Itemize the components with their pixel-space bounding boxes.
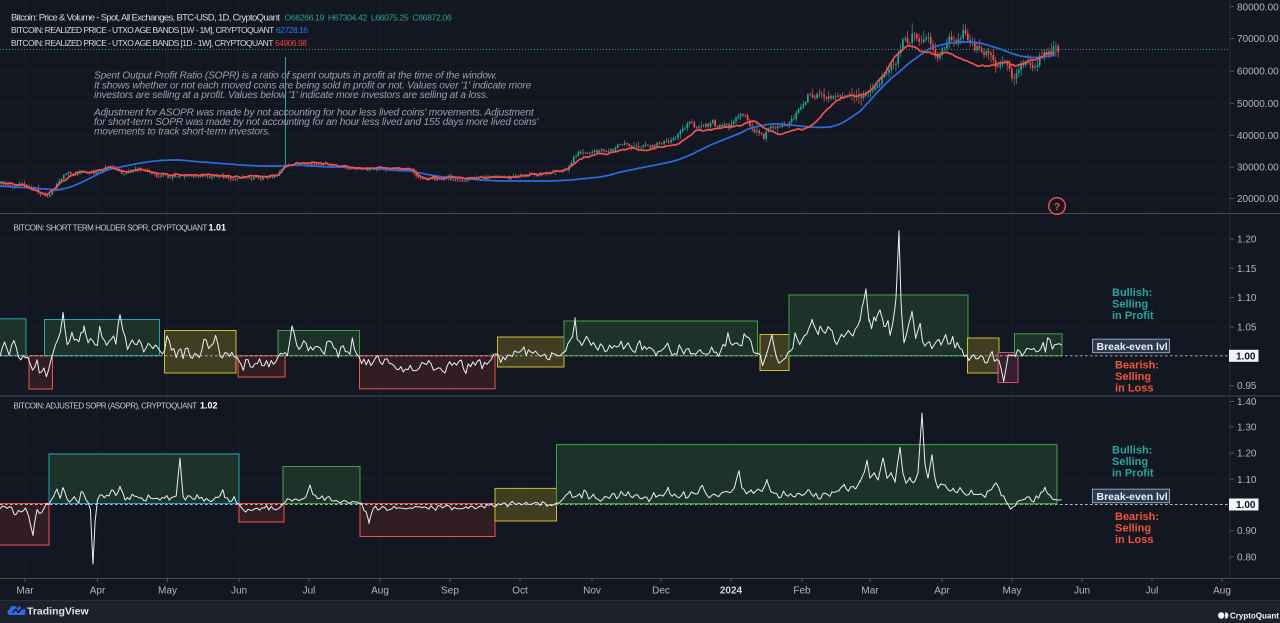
svg-text:Sep: Sep xyxy=(441,586,459,597)
svg-text:30000.00: 30000.00 xyxy=(1237,163,1279,174)
svg-text:in Profit: in Profit xyxy=(1112,468,1154,480)
svg-text:70000.00: 70000.00 xyxy=(1237,34,1279,45)
svg-text:Spent Output Profit Ratio (SOP: Spent Output Profit Ratio (SOPR) is a ra… xyxy=(94,71,497,82)
svg-text:1.20: 1.20 xyxy=(1237,235,1257,246)
svg-text:movements to track short-term: movements to track short-term investors. xyxy=(94,127,271,138)
svg-text:in Loss: in Loss xyxy=(1115,534,1154,546)
svg-text:1.10: 1.10 xyxy=(1237,293,1257,304)
svg-text:1.10: 1.10 xyxy=(1237,475,1257,486)
svg-text:1.15: 1.15 xyxy=(1237,264,1257,275)
svg-text:Jun: Jun xyxy=(1074,586,1090,597)
svg-text:1.30: 1.30 xyxy=(1237,422,1257,433)
svg-text:1.40: 1.40 xyxy=(1237,397,1257,408)
svg-text:Jun: Jun xyxy=(231,586,247,597)
svg-text:0.95: 0.95 xyxy=(1237,381,1257,392)
svg-text:Feb: Feb xyxy=(793,586,811,597)
svg-text:May: May xyxy=(1003,586,1022,597)
svg-text:Nov: Nov xyxy=(583,586,601,597)
svg-text:Adjustment for ASOPR was made: Adjustment for ASOPR was made by not acc… xyxy=(93,107,535,118)
svg-text:0.90: 0.90 xyxy=(1237,526,1257,537)
svg-text:Bitcoin: Price & Volume - Spot: Bitcoin: Price & Volume - Spot, All Exch… xyxy=(11,13,280,24)
svg-text:1.02: 1.02 xyxy=(200,401,218,411)
svg-text:?: ? xyxy=(1054,202,1060,213)
svg-text:Selling: Selling xyxy=(1112,299,1148,311)
svg-text:Selling: Selling xyxy=(1115,523,1151,535)
svg-text:50000.00: 50000.00 xyxy=(1237,99,1279,110)
svg-text:64906.98: 64906.98 xyxy=(275,38,307,48)
svg-text:Mar: Mar xyxy=(861,586,879,597)
svg-text:2024: 2024 xyxy=(720,586,743,597)
svg-text:in Profit: in Profit xyxy=(1112,310,1154,322)
svg-text:Selling: Selling xyxy=(1112,456,1148,468)
svg-text:Aug: Aug xyxy=(371,586,389,597)
svg-text:Mar: Mar xyxy=(16,586,34,597)
svg-text:Dec: Dec xyxy=(652,586,670,597)
svg-text:40000.00: 40000.00 xyxy=(1237,131,1279,142)
svg-text:investors are selling at a pro: investors are selling at a profit. Value… xyxy=(94,90,488,101)
svg-text:Selling: Selling xyxy=(1115,371,1151,383)
svg-text:1.05: 1.05 xyxy=(1237,323,1257,334)
svg-text:80000.00: 80000.00 xyxy=(1237,3,1279,14)
svg-text:1.00: 1.00 xyxy=(1236,500,1256,511)
svg-text:Apr: Apr xyxy=(90,586,106,597)
svg-text:in Loss: in Loss xyxy=(1115,383,1154,395)
svg-text:Bearish:: Bearish: xyxy=(1115,511,1159,523)
svg-text:BITCOIN: ADJUSTED SOPR (ASOPR): BITCOIN: ADJUSTED SOPR (ASOPR), CRYPTOQU… xyxy=(14,402,198,411)
svg-text:Oct: Oct xyxy=(512,586,528,597)
svg-text:Jul: Jul xyxy=(303,586,316,597)
svg-text:Aug: Aug xyxy=(1213,586,1231,597)
svg-text:It shows whether or not each m: It shows whether or not each moved coins… xyxy=(94,80,532,91)
svg-text:Jul: Jul xyxy=(1146,586,1159,597)
svg-text:0.80: 0.80 xyxy=(1237,552,1257,563)
svg-text:62728.16: 62728.16 xyxy=(276,25,308,35)
svg-text:BITCOIN: REALIZED PRICE - UTXO: BITCOIN: REALIZED PRICE - UTXO AGE BANDS… xyxy=(11,38,273,48)
svg-text:1.20: 1.20 xyxy=(1237,449,1257,460)
svg-text:Break-even lvl: Break-even lvl xyxy=(1097,491,1168,503)
svg-text:1.00: 1.00 xyxy=(1236,351,1256,362)
svg-text:Bearish:: Bearish: xyxy=(1115,360,1159,372)
svg-text:Break-even lvl: Break-even lvl xyxy=(1097,341,1168,353)
svg-text:May: May xyxy=(158,586,177,597)
svg-text:20000.00: 20000.00 xyxy=(1237,194,1279,205)
svg-text:60000.00: 60000.00 xyxy=(1237,67,1279,78)
svg-text:1.01: 1.01 xyxy=(209,223,227,233)
svg-text:Apr: Apr xyxy=(934,586,950,597)
svg-text:CryptoQuant: CryptoQuant xyxy=(1230,612,1279,621)
svg-text:BITCOIN: SHORT TERM HOLDER SOP: BITCOIN: SHORT TERM HOLDER SOPR, CRYPTOQ… xyxy=(14,224,208,233)
svg-text:for short-term SOPR was made b: for short-term SOPR was made by not acco… xyxy=(94,117,539,128)
svg-text:Bullish:: Bullish: xyxy=(1112,445,1152,457)
svg-text:O66266.19 H67304.42 L66075.2: O66266.19 H67304.42 L66075.25 C66872.06 xyxy=(285,13,452,23)
svg-text:TradingView: TradingView xyxy=(27,606,89,618)
svg-text:BITCOIN: REALIZED PRICE - UTXO: BITCOIN: REALIZED PRICE - UTXO AGE BANDS… xyxy=(11,25,274,35)
svg-text:Bullish:: Bullish: xyxy=(1112,287,1152,299)
